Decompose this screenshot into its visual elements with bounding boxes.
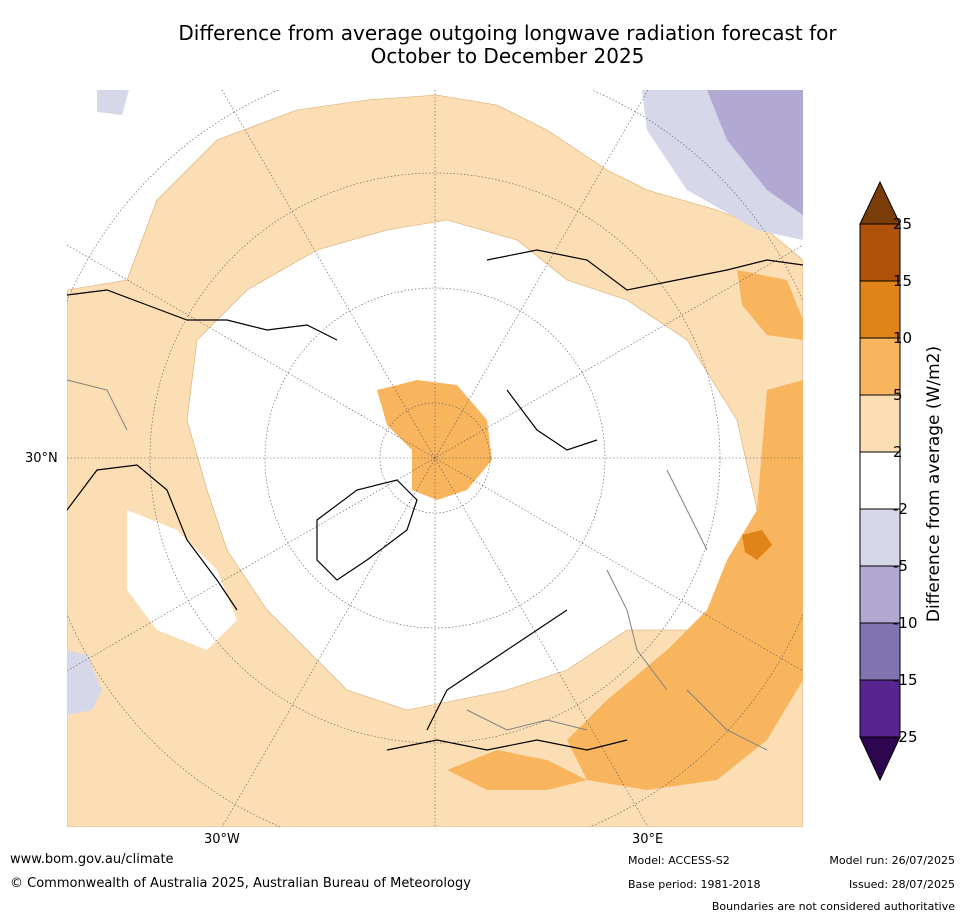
map-title: Difference from average outgoing longwav… [60,22,955,68]
colorbar-segment-minus-10-15 [859,622,901,681]
colorbar-tick-25: 25 [893,215,913,233]
colorbar [855,180,915,785]
country-borders [67,379,768,751]
anomaly-minus-2-to-minus-5-nw [97,90,129,115]
colorbar-segment-minus-15-25 [859,679,901,738]
footer-copyright: © Commonwealth of Australia 2025, Austra… [10,876,471,891]
colorbar-segment-2-5 [859,394,901,453]
lat-label-30n: 30°N [25,451,58,466]
anomaly-10-to-15-patch [742,530,772,560]
anomaly-neutral-pacific [127,510,237,650]
colorbar-tick-minus-25: -25 [893,728,918,746]
lon-label-30w: 30°W [204,832,240,847]
colorbar-segment-15-25 [859,223,901,282]
title-line-1: Difference from average outgoing longwav… [178,21,837,45]
footer-model: Model: ACCESS-S2 [628,854,730,867]
anomaly-5-to-10-russia [737,270,803,340]
colorbar-tick-5: 5 [893,386,903,404]
colorbar-tick-10: 10 [893,329,913,347]
colorbar-segment-below-minus-25 [859,736,901,782]
lon-label-30e: 30°E [632,832,664,847]
colorbar-tick-minus-5: -5 [893,557,908,575]
colorbar-tick-minus-15: -15 [893,671,918,689]
colorbar-segment-10-15 [859,280,901,339]
anomaly-5-to-10-arctic [377,380,492,500]
anomaly-minus-5-to-minus-10-ne [707,90,803,215]
graticule [67,90,803,827]
polar-map [67,90,803,827]
colorbar-segment-neutral [859,451,901,510]
colorbar-tick-15: 15 [893,272,913,290]
footer-url: www.bom.gov.au/climate [10,852,174,867]
colorbar-tick-minus-2: -2 [893,500,908,518]
anomaly-5-to-10-med [447,750,587,790]
colorbar-tick-minus-10: -10 [893,614,918,632]
colorbar-tick-2: 2 [893,443,903,461]
colorbar-title: Difference from average (W/m2) [924,345,944,623]
footer-model-run: Model run: 26/07/2025 [829,854,955,867]
anomaly-minus-2-to-minus-5-sw [67,650,102,715]
anomaly-5-to-10-asia [567,380,803,790]
title-line-2: October to December 2025 [370,44,645,68]
footer-disclaimer: Boundaries are not considered authoritat… [711,900,955,913]
footer-issued: Issued: 28/07/2025 [848,878,955,891]
footer-base-period: Base period: 1981-2018 [628,878,761,891]
coastlines [67,249,803,751]
